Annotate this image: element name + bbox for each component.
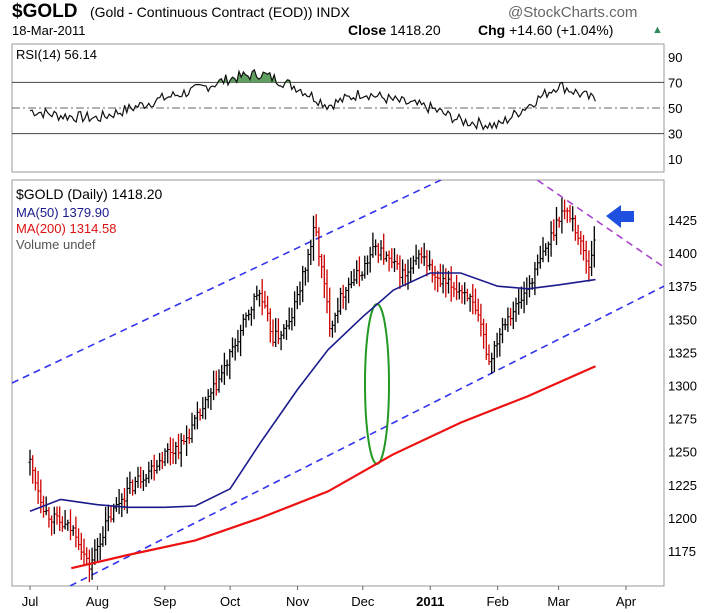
change-readout: Chg +14.60 (+1.04%) bbox=[478, 22, 613, 38]
ohlc-bar bbox=[592, 226, 596, 268]
x-tick-label: Oct bbox=[220, 594, 241, 609]
rsi-tick-label: 90 bbox=[668, 50, 682, 65]
volume-legend: Volume undef bbox=[16, 237, 96, 252]
price-legend-title-text: $GOLD (Daily) 1418.20 bbox=[16, 186, 163, 202]
lower-channel-line bbox=[69, 285, 664, 586]
price-panel: 1175 1200 1225 1250 1275 1300 1325 1350 1375 1400… bbox=[11, 179, 697, 609]
x-tick-label: 2011 bbox=[416, 594, 444, 609]
rsi-panel: 10 30 50 70 90 bbox=[11, 43, 682, 173]
brand-watermark: @StockCharts.com bbox=[508, 4, 638, 21]
price-legend-title: $GOLD (Daily) 1418.20 bbox=[16, 186, 162, 202]
ma50-legend-text: MA(50) 1379.90 bbox=[16, 205, 110, 220]
price-tick-label: 1225 bbox=[668, 478, 697, 493]
volume-legend-text: Volume undef bbox=[16, 237, 96, 252]
x-tick-label: Dec bbox=[351, 594, 375, 609]
ma50-line bbox=[29, 272, 596, 513]
x-tick-label: Aug bbox=[86, 594, 109, 609]
chart-symbol: $GOLD bbox=[12, 1, 78, 22]
price-tick-label: 1325 bbox=[668, 345, 697, 360]
price-tick-label: 1175 bbox=[668, 544, 696, 559]
rsi-tick-label: 70 bbox=[668, 75, 682, 90]
x-tick-label: Mar bbox=[547, 594, 570, 609]
price-panel-frame bbox=[11, 179, 665, 587]
chart-description: (Gold - Continuous Contract (EOD)) INDX bbox=[90, 4, 350, 20]
x-tick-label: Apr bbox=[616, 594, 637, 609]
ma200-line bbox=[71, 365, 596, 570]
x-tick-label: Jul bbox=[22, 594, 39, 609]
x-tick-label: Feb bbox=[486, 594, 508, 609]
change-value: +14.60 (+1.04%) bbox=[509, 22, 614, 38]
ma200-legend: MA(200) 1314.58 bbox=[16, 221, 116, 236]
upper-channel-line bbox=[12, 180, 443, 384]
annotation-arrow-icon bbox=[606, 205, 634, 228]
rsi-line bbox=[29, 68, 596, 131]
x-tick-label: Nov bbox=[286, 594, 310, 609]
close-label: Close bbox=[348, 22, 387, 38]
close-readout: Close 1418.20 bbox=[348, 22, 441, 38]
price-tick-label: 1300 bbox=[668, 379, 697, 394]
ma50-legend: MA(50) 1379.90 bbox=[16, 205, 109, 220]
contract-description: (Gold - Continuous Contract (EOD)) bbox=[90, 4, 313, 20]
rsi-tick-label: 30 bbox=[668, 127, 682, 142]
price-tick-label: 1275 bbox=[668, 412, 697, 427]
price-tick-label: 1350 bbox=[668, 312, 697, 327]
price-tick-label: 1200 bbox=[668, 511, 697, 526]
close-value: 1418.20 bbox=[390, 22, 441, 38]
price-tick-label: 1400 bbox=[668, 246, 697, 261]
rsi-label: RSI(14) 56.14 bbox=[16, 47, 97, 62]
up-triangle-icon: ▲ bbox=[652, 24, 663, 36]
price-tick-label: 1375 bbox=[668, 279, 697, 294]
rsi-legend: RSI(14) 56.14 bbox=[16, 47, 97, 62]
ma200-legend-text: MA(200) 1314.58 bbox=[16, 221, 117, 236]
exchange-label: INDX bbox=[316, 4, 350, 20]
price-tick-label: 1250 bbox=[668, 445, 697, 460]
rsi-tick-label: 10 bbox=[668, 152, 682, 167]
rsi-tick-label: 50 bbox=[668, 101, 682, 116]
x-tick-label: Sep bbox=[153, 594, 176, 609]
price-tick-label: 1425 bbox=[668, 213, 697, 228]
chart-date: 18-Mar-2011 bbox=[12, 23, 86, 38]
resistance-line bbox=[535, 180, 664, 269]
change-label: Chg bbox=[478, 22, 506, 38]
